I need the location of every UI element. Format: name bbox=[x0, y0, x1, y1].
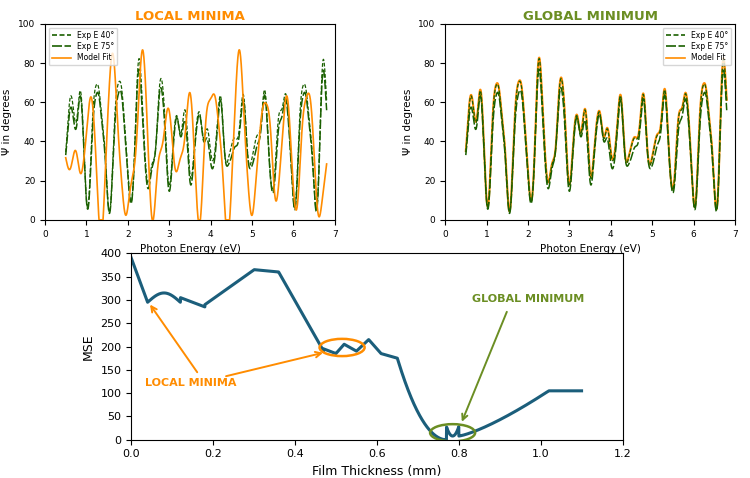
Exp E 40° bbox=[689, 199, 698, 205]
Model Fit bbox=[535, 54, 544, 60]
Exp E 75° bbox=[289, 200, 298, 206]
Model Fit bbox=[322, 161, 332, 167]
Exp E 40° bbox=[134, 55, 143, 61]
Exp E 75° bbox=[461, 152, 470, 158]
Model Fit bbox=[722, 97, 731, 103]
Exp E 40° bbox=[317, 77, 326, 83]
Exp E 75° bbox=[91, 95, 100, 101]
Text: LOCAL MINIMA: LOCAL MINIMA bbox=[145, 378, 236, 388]
Line: Exp E 75°: Exp E 75° bbox=[66, 69, 327, 213]
Model Fit bbox=[289, 187, 298, 193]
Exp E 40° bbox=[535, 55, 544, 61]
Exp E 75° bbox=[562, 146, 571, 152]
Model Fit bbox=[317, 201, 326, 207]
Model Fit bbox=[506, 195, 515, 200]
Model Fit bbox=[491, 84, 500, 89]
Model Fit bbox=[235, 47, 244, 53]
Exp E 75° bbox=[535, 66, 544, 72]
Exp E 75° bbox=[506, 198, 515, 204]
Model Fit bbox=[505, 208, 514, 214]
X-axis label: Photon Energy (eV): Photon Energy (eV) bbox=[140, 244, 241, 254]
Legend: Exp E 40°, Exp E 75°, Model Fit: Exp E 40°, Exp E 75°, Model Fit bbox=[662, 28, 731, 65]
Model Fit bbox=[94, 217, 104, 223]
Exp E 40° bbox=[161, 137, 170, 143]
Model Fit bbox=[562, 136, 571, 142]
Line: Exp E 40°: Exp E 40° bbox=[466, 58, 727, 212]
Line: Exp E 75°: Exp E 75° bbox=[466, 69, 727, 213]
Exp E 75° bbox=[722, 108, 731, 113]
Exp E 40° bbox=[491, 85, 500, 90]
Exp E 75° bbox=[134, 66, 143, 72]
Model Fit bbox=[91, 146, 100, 152]
Exp E 40° bbox=[289, 199, 298, 205]
Exp E 40° bbox=[91, 85, 100, 90]
Exp E 75° bbox=[105, 210, 114, 216]
Exp E 40° bbox=[562, 137, 571, 143]
Exp E 75° bbox=[161, 146, 170, 152]
Y-axis label: Ψ in degrees: Ψ in degrees bbox=[2, 89, 13, 155]
Exp E 40° bbox=[722, 98, 731, 104]
Y-axis label: Ψ in degrees: Ψ in degrees bbox=[403, 89, 412, 155]
Line: Model Fit: Model Fit bbox=[66, 50, 327, 220]
Y-axis label: MSE: MSE bbox=[82, 333, 94, 360]
Exp E 75° bbox=[505, 210, 514, 216]
Exp E 40° bbox=[322, 98, 332, 104]
Exp E 75° bbox=[62, 152, 70, 158]
Exp E 40° bbox=[62, 149, 70, 155]
Exp E 40° bbox=[506, 196, 515, 201]
Model Fit bbox=[461, 148, 470, 154]
Exp E 75° bbox=[573, 115, 582, 121]
X-axis label: Photon Energy (eV): Photon Energy (eV) bbox=[539, 244, 640, 254]
Exp E 75° bbox=[491, 95, 500, 101]
Exp E 40° bbox=[106, 196, 116, 201]
Exp E 40° bbox=[573, 114, 582, 120]
Model Fit bbox=[161, 116, 170, 121]
Legend: Exp E 40°, Exp E 75°, Model Fit: Exp E 40°, Exp E 75°, Model Fit bbox=[49, 28, 118, 65]
Exp E 75° bbox=[172, 115, 182, 121]
Model Fit bbox=[106, 58, 116, 64]
Title: LOCAL MINIMA: LOCAL MINIMA bbox=[135, 10, 245, 23]
Model Fit bbox=[62, 155, 70, 161]
Exp E 40° bbox=[172, 114, 182, 120]
Model Fit bbox=[689, 198, 698, 204]
Text: GLOBAL MINIMUM: GLOBAL MINIMUM bbox=[472, 294, 584, 304]
Line: Exp E 40°: Exp E 40° bbox=[66, 58, 327, 212]
Exp E 40° bbox=[717, 77, 726, 83]
X-axis label: Film Thickness (mm): Film Thickness (mm) bbox=[312, 465, 442, 478]
Exp E 75° bbox=[322, 108, 332, 113]
Model Fit bbox=[172, 168, 182, 174]
Model Fit bbox=[573, 113, 582, 119]
Line: Model Fit: Model Fit bbox=[466, 57, 727, 211]
Exp E 75° bbox=[317, 86, 326, 92]
Exp E 75° bbox=[106, 198, 116, 204]
Exp E 75° bbox=[717, 86, 726, 92]
Exp E 75° bbox=[689, 200, 698, 206]
Model Fit bbox=[717, 76, 726, 82]
Exp E 40° bbox=[505, 209, 514, 215]
Exp E 40° bbox=[105, 209, 114, 215]
Exp E 40° bbox=[461, 149, 470, 155]
Title: GLOBAL MINIMUM: GLOBAL MINIMUM bbox=[523, 10, 658, 23]
